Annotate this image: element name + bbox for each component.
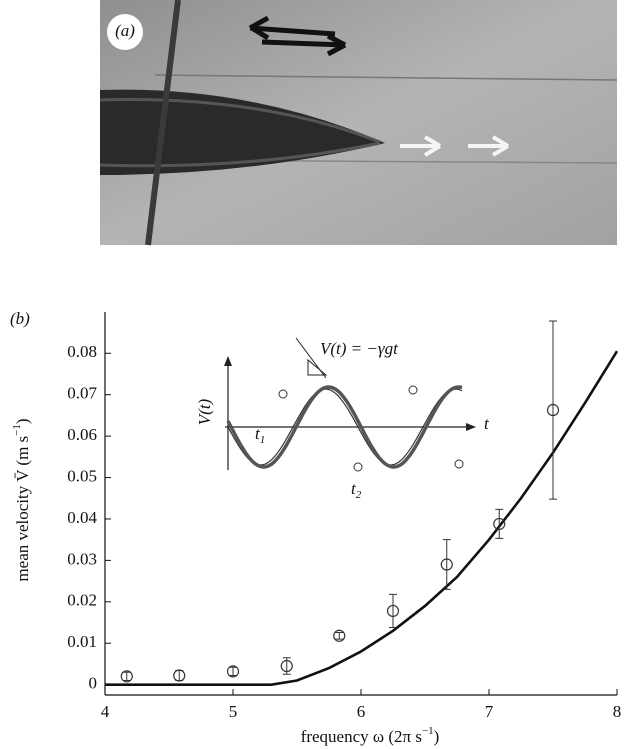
t1-base: t: [255, 424, 261, 443]
y-label-sup: −1: [11, 424, 23, 436]
inset-x-label: t: [484, 414, 490, 433]
error-bar: [495, 508, 504, 539]
x-tick-label: 6: [357, 702, 366, 721]
data-point: [226, 665, 240, 678]
t2-sub: 2: [356, 489, 362, 501]
data-point: [333, 629, 346, 642]
error-bar: [122, 671, 131, 682]
error-bar: [335, 631, 344, 640]
x-axis-label: frequency ω (2π s−1): [301, 725, 440, 746]
x-tick-label: 5: [229, 702, 238, 721]
panel-label: (a): [115, 21, 135, 40]
error-bar: [442, 539, 451, 590]
x-tick-label: 7: [485, 702, 494, 721]
y-tick-label: 0.06: [67, 425, 97, 444]
inset-wave: [226, 385, 463, 469]
inset-wave: [227, 388, 463, 466]
y-label-main: mean velocity V̄ (m s: [13, 436, 32, 582]
inset: V(t) = −γgt V(t) t t1 t2: [195, 337, 490, 501]
data-point: [546, 403, 560, 417]
error-bar: [549, 320, 557, 500]
x-label-end: ): [434, 727, 440, 746]
y-tick-label: 0.04: [67, 508, 97, 527]
inset-equation: V(t) = −γgt: [320, 339, 399, 358]
y-tick-label: 0.08: [67, 342, 97, 361]
x-tick-label: 8: [613, 702, 622, 721]
error-bar: [175, 670, 184, 682]
inset-t1: t1: [255, 424, 265, 446]
y-tick-label: 0.07: [67, 384, 97, 403]
x-label-sup: −1: [422, 725, 434, 737]
y-tick-label: 0.05: [67, 466, 97, 485]
y-tick-label: 0.01: [67, 632, 97, 651]
y-tick-label: 0.03: [67, 549, 97, 568]
data-point: [173, 669, 186, 682]
panel-label: (b): [10, 309, 30, 328]
photo: (a): [99, 0, 618, 246]
data-point: [120, 670, 133, 683]
data-point: [280, 659, 293, 673]
y-tick-label: 0: [89, 674, 98, 693]
data-point: [493, 517, 506, 531]
inset-t2: t2: [351, 479, 362, 501]
y-label-end: ): [13, 418, 32, 424]
inset-y-label: V(t): [195, 398, 214, 425]
y-tick-label: 0.02: [67, 591, 97, 610]
x-tick-label: 4: [101, 702, 110, 721]
error-bar: [229, 666, 237, 677]
t2-base: t: [351, 479, 357, 498]
t1-sub: 1: [260, 434, 266, 446]
y-axis-label: mean velocity V̄ (m s−1): [11, 418, 32, 581]
model-curve: [105, 350, 619, 686]
error-bar: [389, 593, 397, 628]
data-point: [440, 558, 453, 571]
data-point: [386, 604, 400, 618]
x-label-main: frequency ω (2π s: [301, 727, 422, 746]
